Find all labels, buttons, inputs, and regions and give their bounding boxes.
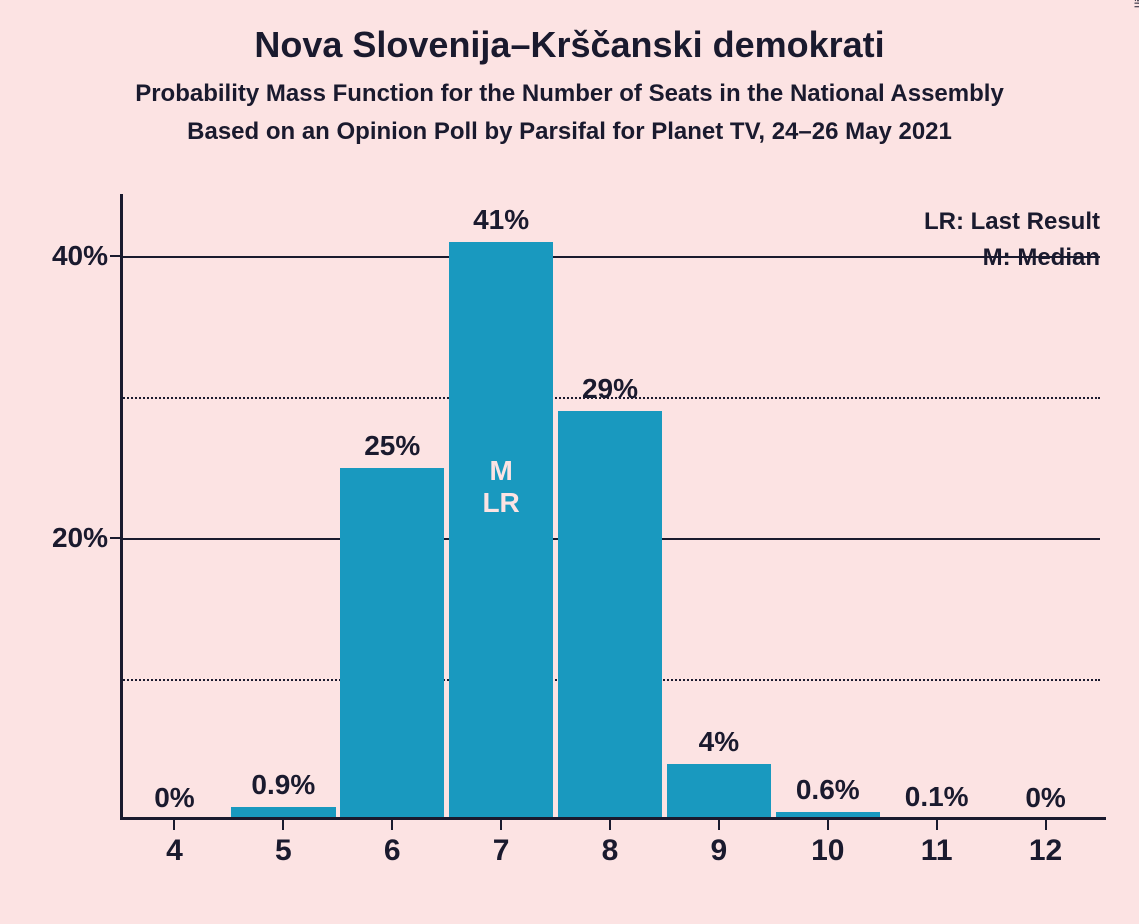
xtick-label: 4: [166, 820, 183, 868]
legend: LR: Last ResultM: Median: [924, 204, 1100, 276]
xtick-label: 9: [711, 820, 728, 868]
bar-value-label: 29%: [582, 373, 638, 411]
bar: 25%: [340, 468, 445, 820]
pmf-chart: 20%40%0%40.9%525%641%MLR729%84%90.6%100.…: [120, 200, 1100, 820]
xtick-label: 11: [921, 820, 953, 868]
chart-title: Nova Slovenija–Krščanski demokrati: [0, 24, 1139, 66]
chart-subtitle-2: Based on an Opinion Poll by Parsifal for…: [0, 118, 1139, 146]
bar-value-label: 0%: [154, 782, 194, 820]
bar: 29%: [558, 411, 663, 820]
legend-m: M: Median: [924, 240, 1100, 276]
legend-lr: LR: Last Result: [924, 204, 1100, 240]
bar-value-label: 0%: [1025, 782, 1065, 820]
chart-subtitle-1: Probability Mass Function for the Number…: [0, 80, 1139, 108]
xtick-label: 7: [493, 820, 510, 868]
x-axis: [120, 817, 1106, 820]
bar: 4%: [667, 764, 772, 820]
xtick-label: 8: [602, 820, 619, 868]
ytick-label: 20%: [52, 522, 120, 554]
y-axis: [120, 194, 123, 820]
xtick-label: 12: [1029, 820, 1062, 868]
plot-area: 20%40%0%40.9%525%641%MLR729%84%90.6%100.…: [120, 200, 1100, 820]
ytick-label: 40%: [52, 240, 120, 272]
bar-value-label: 4%: [699, 726, 739, 764]
bar-value-label: 0.6%: [796, 774, 860, 812]
bar-value-label: 25%: [364, 430, 420, 468]
xtick-label: 6: [384, 820, 401, 868]
xtick-label: 10: [811, 820, 844, 868]
bar-value-label: 0.1%: [905, 781, 969, 819]
xtick-label: 5: [275, 820, 292, 868]
copyright-text: © 2021 Filip van Laenen: [1131, 0, 1139, 8]
bar-value-label: 0.9%: [251, 769, 315, 807]
bar-value-label: 41%: [473, 204, 529, 242]
bar: 41%MLR: [449, 242, 554, 820]
bar-marker-label: MLR: [482, 455, 519, 519]
